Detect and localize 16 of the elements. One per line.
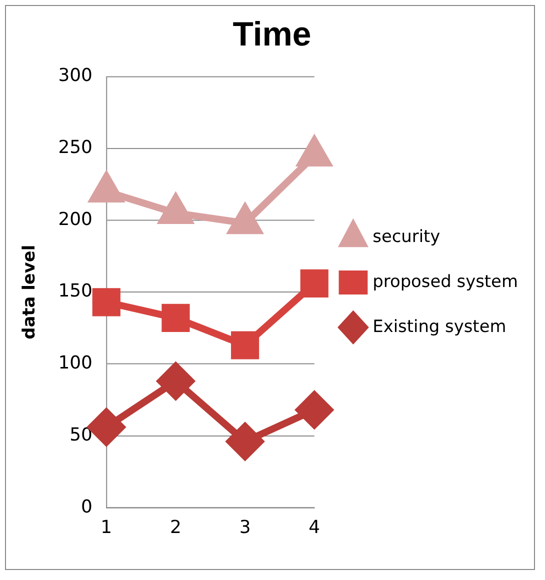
legend-label: Existing system	[372, 316, 506, 336]
x-tick-label: 2	[170, 517, 182, 538]
x-tick-label: 1	[100, 517, 112, 538]
legend-label: proposed system	[372, 270, 518, 291]
x-tick-label: 4	[308, 517, 320, 538]
y-tick-label: 50	[70, 424, 92, 446]
legend-label: security	[372, 226, 440, 246]
y-tick-label: 150	[58, 280, 92, 302]
y-tick-label: 200	[58, 208, 92, 230]
y-tick-label: 250	[58, 137, 92, 158]
y-tick-label: 300	[58, 65, 92, 86]
y-tick-label: 100	[58, 352, 92, 374]
chart-title: Time	[232, 16, 312, 54]
y-tick-label: 0	[81, 496, 92, 518]
y-axis-title: data level	[18, 244, 39, 340]
x-tick-label: 3	[239, 517, 251, 538]
